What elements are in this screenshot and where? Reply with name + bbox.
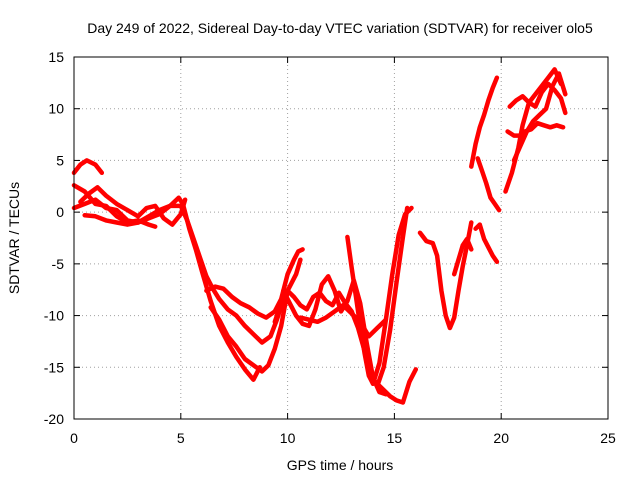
series-arc-6 xyxy=(204,247,305,320)
plot-frame xyxy=(73,56,609,420)
x-tick-label: 0 xyxy=(70,430,78,446)
series-arc-9 xyxy=(281,274,389,397)
series-arc-1 xyxy=(71,158,105,176)
series-arc-4 xyxy=(82,203,303,345)
plot-area xyxy=(71,67,568,405)
y-axis: -20 -15 -10 -5 0 5 10 15 xyxy=(44,49,608,427)
x-tick-label: 25 xyxy=(600,430,616,446)
series-arc-13 xyxy=(417,220,474,331)
y-axis-label: SDTVAR / TECUs xyxy=(6,182,22,294)
series-arc-8 xyxy=(272,205,410,389)
x-axis-label: GPS time / hours xyxy=(287,457,394,473)
grid xyxy=(74,57,608,419)
series-arc-11 xyxy=(345,205,414,387)
y-tick-label: -10 xyxy=(44,308,64,324)
y-tick-label: -15 xyxy=(44,359,64,375)
x-tick-label: 15 xyxy=(387,430,403,446)
y-tick-label: -20 xyxy=(44,411,64,427)
y-tick-label: 5 xyxy=(56,152,64,168)
x-axis: 0 5 10 15 20 25 xyxy=(70,57,616,446)
y-tick-label: -5 xyxy=(52,256,65,272)
series-arc-5 xyxy=(78,185,188,227)
series-arc-10 xyxy=(298,302,389,339)
series-arc-7 xyxy=(208,288,290,374)
series-arc-21 xyxy=(511,71,568,163)
chart-title: Day 249 of 2022, Sidereal Day-to-day VTE… xyxy=(87,20,593,36)
x-tick-label: 20 xyxy=(493,430,509,446)
series-arc-15 xyxy=(473,222,500,265)
series-arc-14 xyxy=(451,236,474,277)
series-arc-12 xyxy=(375,367,419,405)
series-arc-20 xyxy=(507,81,568,116)
series-arc-3 xyxy=(71,195,263,382)
series-arc-16 xyxy=(475,156,502,213)
x-tick-label: 10 xyxy=(280,430,296,446)
y-tick-label: 15 xyxy=(48,49,64,65)
y-tick-label: 10 xyxy=(48,101,64,117)
x-tick-label: 5 xyxy=(177,430,185,446)
y-tick-label: 0 xyxy=(56,204,64,220)
series-arc-18 xyxy=(505,120,566,138)
series-arc-17 xyxy=(469,75,500,169)
